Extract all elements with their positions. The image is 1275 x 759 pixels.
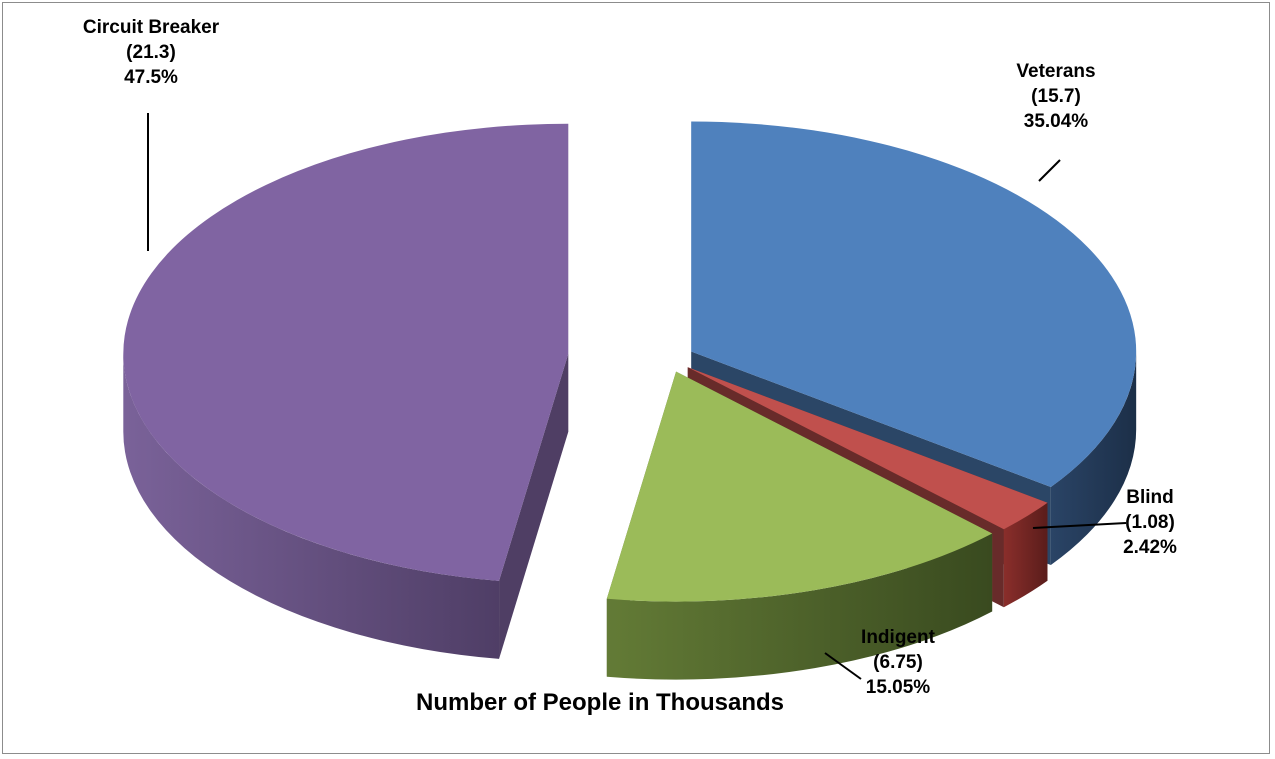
data-label-circuit-breaker-name: Circuit Breaker xyxy=(83,17,220,38)
slice-outer-wall xyxy=(123,353,500,659)
slice-top-face xyxy=(691,121,1137,487)
pie-slice-indigent xyxy=(606,371,993,680)
slice-top-face xyxy=(687,367,1048,530)
slice-side-face xyxy=(499,353,569,659)
slice-outer-wall xyxy=(606,533,993,680)
data-label-indigent-name: Indigent xyxy=(861,627,936,648)
pie-chart: Veterans (15.7) 35.04% Blind (1.08) 2.42% Indi… xyxy=(83,17,1177,716)
data-label-indigent-percent: 15.05% xyxy=(866,677,931,698)
data-label-blind-value: (1.08) xyxy=(1125,512,1175,533)
data-label-circuit-breaker-value: (21.3) xyxy=(126,42,176,63)
slice-outer-wall xyxy=(1050,351,1137,565)
leader-line-indigent xyxy=(824,652,862,680)
slice-top-face xyxy=(606,371,993,602)
leader-line-blind xyxy=(1032,522,1127,529)
pie-slice-circuit-breaker xyxy=(123,123,569,659)
data-label-veterans-percent: 35.04% xyxy=(1024,111,1089,132)
chart-title: Number of People in Thousands xyxy=(416,689,784,716)
slice-top-face xyxy=(123,123,569,581)
data-label-veterans-name: Veterans xyxy=(1016,61,1095,82)
data-label-circuit-breaker-percent: 47.5% xyxy=(124,67,178,88)
data-label-blind-percent: 2.42% xyxy=(1123,537,1177,558)
data-label-veterans-value: (15.7) xyxy=(1031,86,1081,107)
slice-outer-wall xyxy=(1003,502,1048,608)
leader-line-veterans xyxy=(1038,159,1061,182)
data-label-blind-name: Blind xyxy=(1126,487,1174,508)
data-label-indigent-value: (6.75) xyxy=(873,652,923,673)
